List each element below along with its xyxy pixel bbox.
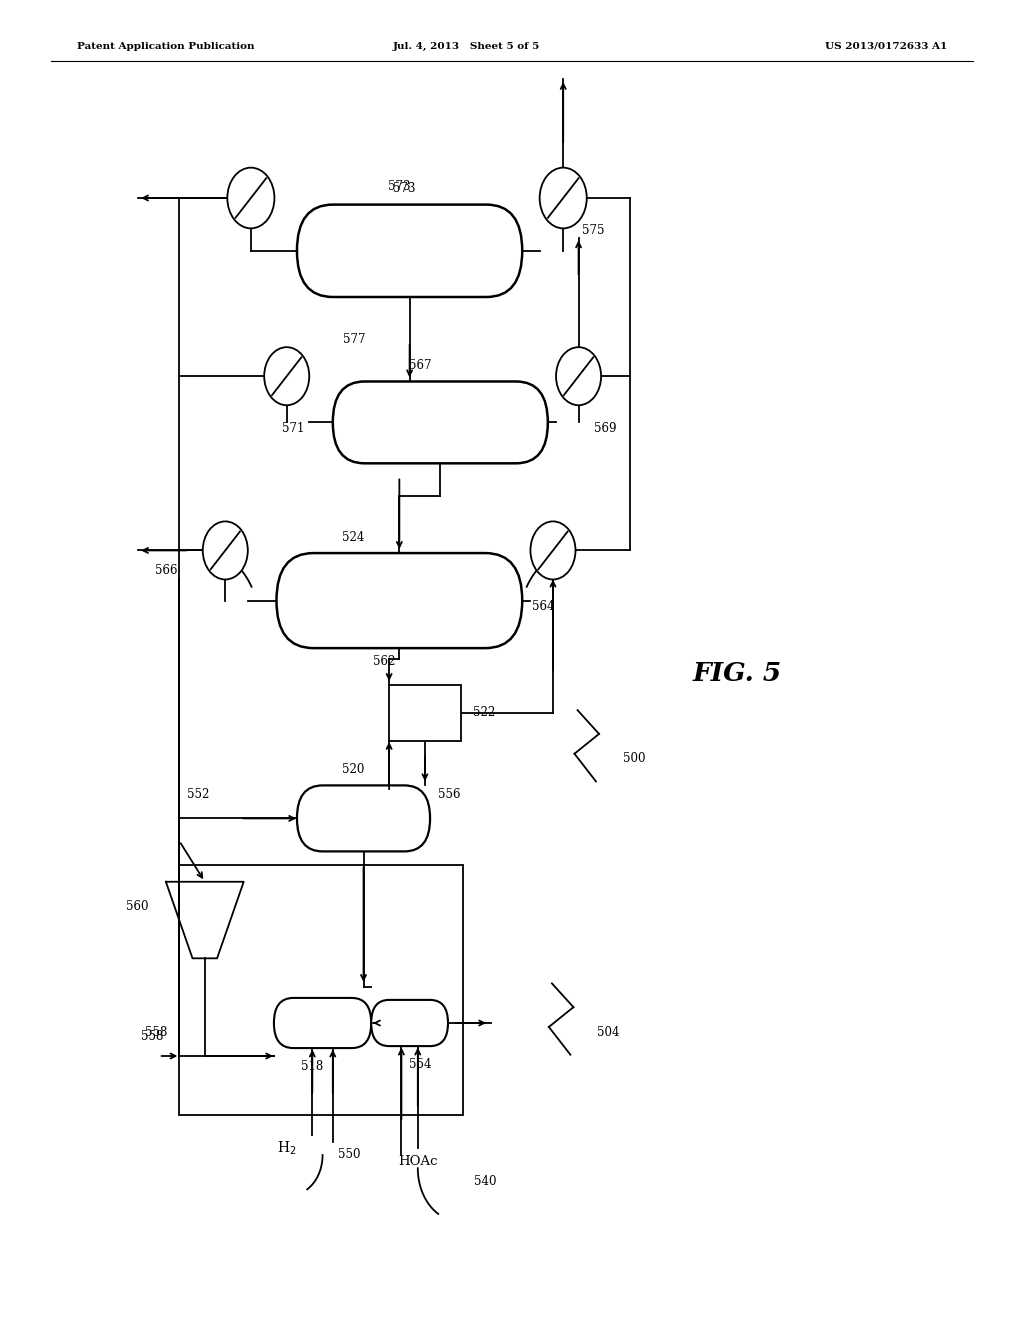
Circle shape	[203, 521, 248, 579]
Text: 504: 504	[597, 1026, 620, 1039]
Text: H$_2$: H$_2$	[276, 1139, 297, 1158]
FancyBboxPatch shape	[274, 998, 372, 1048]
Bar	[179, 865, 463, 1115]
Bar	[389, 685, 461, 741]
Text: 571: 571	[282, 422, 304, 436]
Text: Patent Application Publication: Patent Application Publication	[77, 42, 254, 50]
Text: 564: 564	[531, 601, 554, 612]
Text: 567: 567	[409, 359, 431, 372]
Circle shape	[556, 347, 601, 405]
FancyBboxPatch shape	[297, 785, 430, 851]
FancyBboxPatch shape	[297, 205, 522, 297]
Text: 500: 500	[623, 752, 645, 766]
Text: 558: 558	[144, 1026, 167, 1039]
Circle shape	[540, 168, 587, 228]
Text: HOAc: HOAc	[398, 1155, 437, 1168]
Text: 562: 562	[373, 655, 395, 668]
Text: 556: 556	[438, 788, 461, 801]
Text: 552: 552	[187, 788, 210, 801]
Text: 540: 540	[474, 1175, 497, 1188]
Text: 560: 560	[126, 900, 148, 913]
Text: 558: 558	[141, 1030, 164, 1043]
Text: 569: 569	[594, 422, 616, 436]
Text: 518: 518	[301, 1060, 324, 1073]
Text: Jul. 4, 2013   Sheet 5 of 5: Jul. 4, 2013 Sheet 5 of 5	[392, 42, 540, 50]
Text: 522: 522	[473, 706, 496, 719]
FancyBboxPatch shape	[372, 1001, 449, 1045]
FancyBboxPatch shape	[333, 381, 548, 463]
Text: 520: 520	[342, 763, 365, 776]
Circle shape	[530, 521, 575, 579]
Text: US 2013/0172633 A1: US 2013/0172633 A1	[825, 42, 947, 50]
Text: 573: 573	[393, 182, 416, 195]
Text: 524: 524	[342, 531, 365, 544]
FancyBboxPatch shape	[276, 553, 522, 648]
Text: 550: 550	[338, 1148, 360, 1162]
Text: 575: 575	[582, 224, 604, 238]
Text: 577: 577	[343, 333, 366, 346]
Text: FIG. 5: FIG. 5	[692, 661, 782, 685]
Circle shape	[264, 347, 309, 405]
Text: 573: 573	[388, 180, 411, 193]
Text: 566: 566	[155, 564, 177, 577]
Text: 554: 554	[409, 1059, 431, 1071]
Circle shape	[227, 168, 274, 228]
